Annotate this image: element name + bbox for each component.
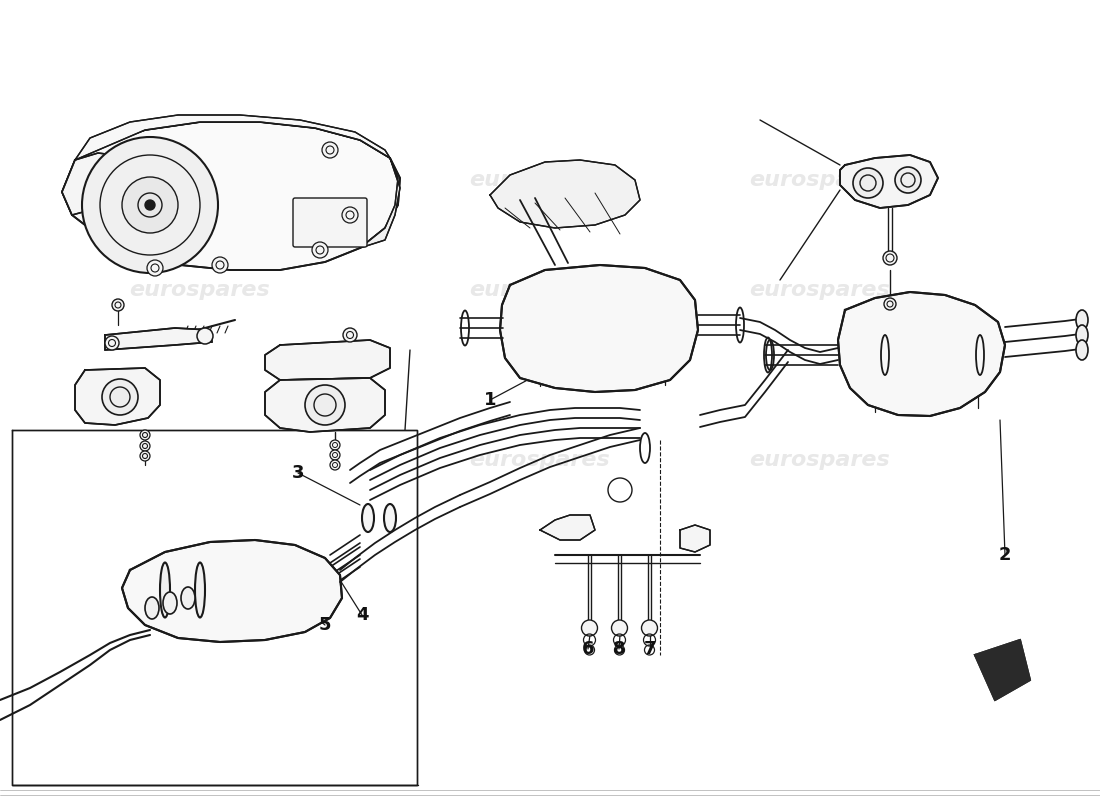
Circle shape — [140, 451, 150, 461]
Circle shape — [140, 441, 150, 451]
Circle shape — [342, 207, 358, 223]
Text: 7: 7 — [644, 640, 657, 658]
Polygon shape — [75, 115, 390, 160]
Circle shape — [852, 168, 883, 198]
Circle shape — [322, 142, 338, 158]
Circle shape — [330, 450, 340, 460]
Polygon shape — [680, 525, 710, 552]
Polygon shape — [265, 378, 385, 432]
Text: 5: 5 — [319, 616, 331, 634]
Polygon shape — [104, 328, 212, 350]
Text: eurospares: eurospares — [130, 450, 271, 470]
Ellipse shape — [163, 592, 177, 614]
Circle shape — [343, 328, 358, 342]
Ellipse shape — [1076, 325, 1088, 345]
Circle shape — [122, 177, 178, 233]
Ellipse shape — [362, 504, 374, 532]
Polygon shape — [840, 155, 938, 208]
Text: eurospares: eurospares — [470, 450, 610, 470]
Text: eurospares: eurospares — [749, 450, 890, 470]
Circle shape — [330, 460, 340, 470]
Text: eurospares: eurospares — [470, 280, 610, 300]
Circle shape — [330, 440, 340, 450]
Ellipse shape — [182, 587, 195, 609]
Text: 4: 4 — [355, 606, 368, 624]
Text: eurospares: eurospares — [130, 170, 271, 190]
Polygon shape — [12, 430, 417, 785]
Polygon shape — [122, 540, 342, 642]
Text: 6: 6 — [582, 640, 594, 658]
Polygon shape — [975, 640, 1030, 700]
Ellipse shape — [1076, 340, 1088, 360]
Circle shape — [312, 242, 328, 258]
Circle shape — [884, 298, 896, 310]
Circle shape — [102, 379, 138, 415]
Text: 2: 2 — [999, 546, 1011, 564]
Circle shape — [140, 430, 150, 440]
Circle shape — [582, 620, 597, 636]
Polygon shape — [838, 292, 1005, 416]
Text: 1: 1 — [484, 391, 496, 409]
Polygon shape — [265, 340, 390, 380]
Polygon shape — [360, 158, 400, 248]
Circle shape — [112, 299, 124, 311]
Ellipse shape — [145, 597, 160, 619]
Circle shape — [641, 620, 658, 636]
Circle shape — [305, 385, 345, 425]
Ellipse shape — [195, 562, 205, 618]
Circle shape — [608, 478, 632, 502]
Ellipse shape — [1076, 310, 1088, 330]
Text: 8: 8 — [613, 640, 625, 658]
Polygon shape — [490, 160, 640, 228]
FancyBboxPatch shape — [293, 198, 367, 247]
Text: eurospares: eurospares — [749, 280, 890, 300]
Ellipse shape — [384, 504, 396, 532]
Polygon shape — [540, 515, 595, 540]
Text: eurospares: eurospares — [470, 170, 610, 190]
Ellipse shape — [160, 562, 170, 618]
Circle shape — [147, 260, 163, 276]
Circle shape — [145, 200, 155, 210]
Text: eurospares: eurospares — [749, 170, 890, 190]
Text: 3: 3 — [292, 464, 305, 482]
Circle shape — [883, 251, 896, 265]
Circle shape — [82, 137, 218, 273]
Circle shape — [212, 257, 228, 273]
Polygon shape — [62, 153, 205, 255]
Polygon shape — [62, 122, 400, 270]
Circle shape — [612, 620, 627, 636]
Circle shape — [104, 336, 119, 350]
Polygon shape — [75, 368, 160, 425]
Circle shape — [197, 328, 213, 344]
Circle shape — [895, 167, 921, 193]
Polygon shape — [500, 265, 698, 392]
Text: eurospares: eurospares — [130, 280, 271, 300]
